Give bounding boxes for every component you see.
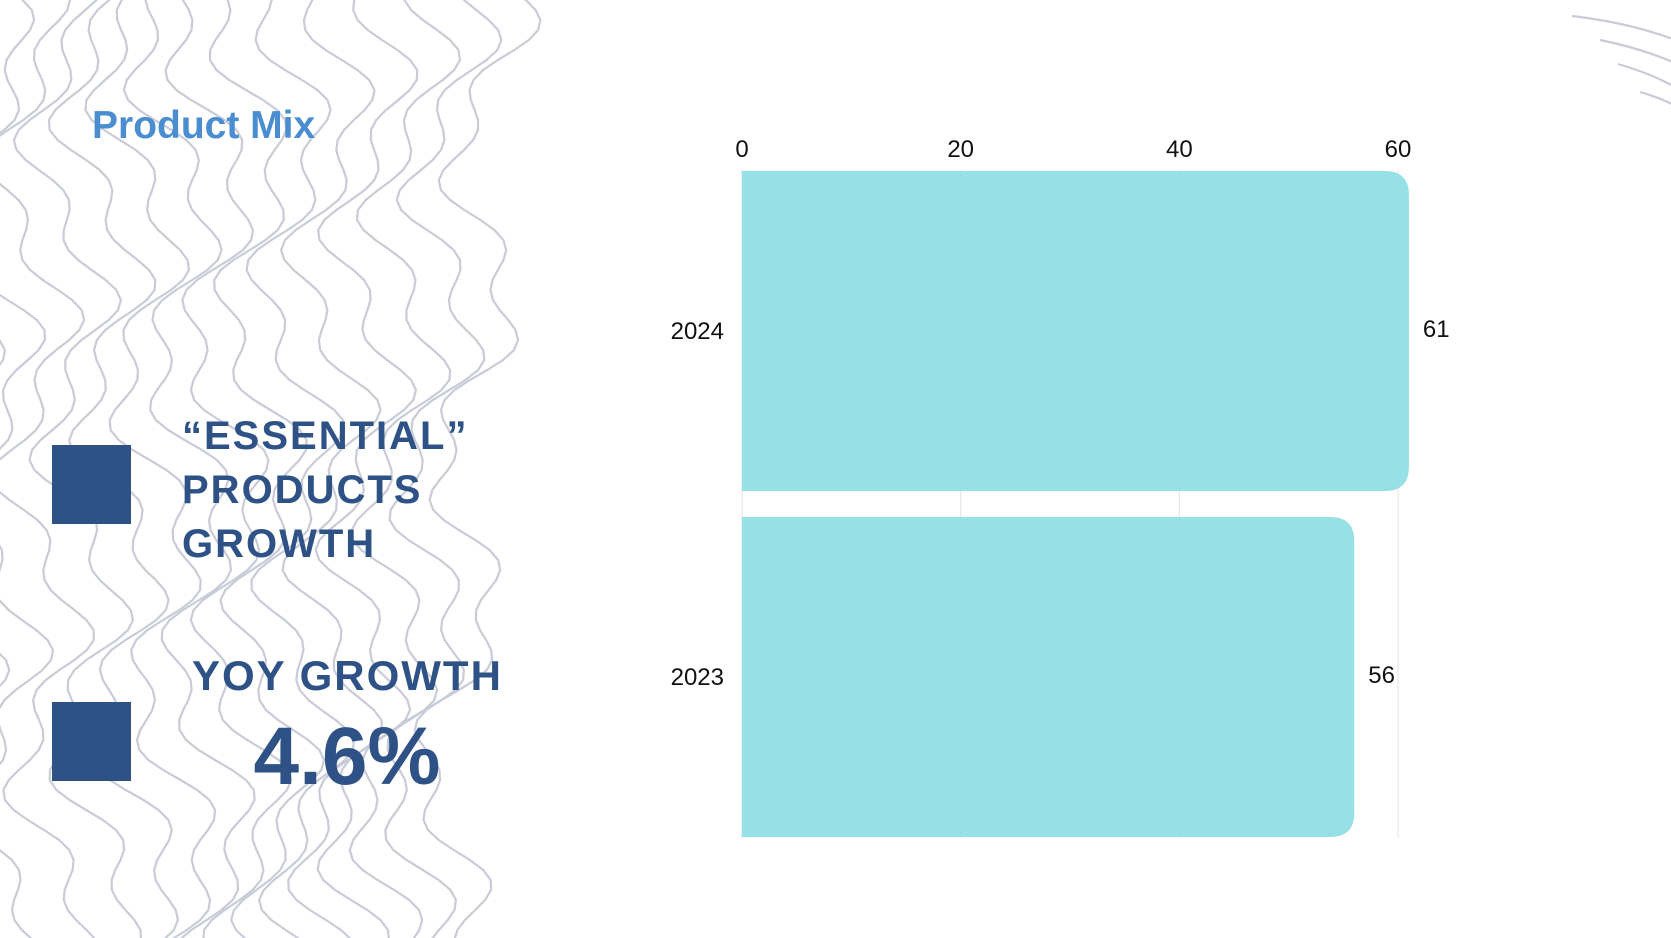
contour-line: [245, 0, 356, 938]
contour-line: [122, 0, 256, 938]
contour-line: [1599, 38, 1671, 63]
headline-marker-square: [52, 445, 131, 524]
x-tick-label: 20: [947, 136, 974, 163]
bar-2023: [742, 517, 1355, 837]
contour-line: [384, 0, 503, 938]
contour-line: [279, 0, 384, 938]
contour-line: [0, 0, 96, 938]
yoy-marker-square: [52, 702, 131, 781]
headline-line-3: GROWTH: [182, 522, 377, 566]
bar-2024: [742, 171, 1409, 491]
page-title: Product Mix: [92, 104, 316, 147]
contour-line: [314, 0, 419, 938]
headline-text: “ESSENTIAL” PRODUCTS GROWTH: [182, 409, 468, 571]
contour-line: [348, 0, 462, 938]
headline-line-1: “ESSENTIAL”: [182, 414, 469, 458]
contour-line: [164, 0, 293, 938]
contour-line: [208, 0, 326, 938]
headline-line-2: PRODUCTS: [182, 468, 423, 512]
x-tick-label: 60: [1385, 136, 1412, 163]
x-tick-label: 40: [1166, 136, 1193, 163]
yoy-growth-value: 4.6%: [253, 711, 441, 802]
yoy-growth-label: YOY GROWTH: [192, 652, 503, 699]
data-label: 61: [1423, 316, 1450, 343]
contour-line: [1639, 90, 1671, 105]
contour-line: [413, 0, 542, 938]
x-tick-label: 0: [735, 136, 748, 163]
contour-line: [1571, 14, 1671, 40]
category-label: 2023: [671, 664, 724, 691]
contour-line: [84, 0, 217, 938]
data-label: 56: [1368, 662, 1395, 689]
contour-line: [1617, 62, 1671, 87]
contour-line: [12, 0, 142, 938]
category-label: 2024: [671, 318, 724, 345]
